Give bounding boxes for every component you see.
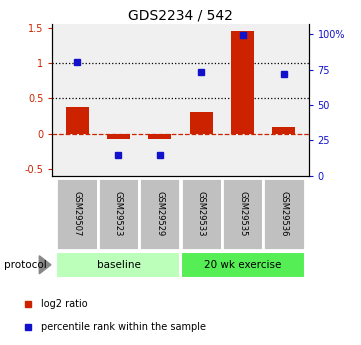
- Bar: [263, 178, 305, 250]
- Bar: [148, 134, 171, 139]
- Bar: [56, 178, 98, 250]
- Text: log2 ratio: log2 ratio: [41, 299, 88, 309]
- Text: GSM29536: GSM29536: [279, 191, 288, 237]
- Text: baseline: baseline: [96, 260, 140, 270]
- Text: GSM29533: GSM29533: [197, 191, 206, 237]
- Text: protocol: protocol: [4, 260, 46, 270]
- Bar: [56, 252, 180, 278]
- Bar: [98, 178, 139, 250]
- Bar: [139, 178, 180, 250]
- Bar: [273, 127, 295, 134]
- Bar: [190, 112, 213, 134]
- Polygon shape: [39, 256, 51, 274]
- Text: GSM29535: GSM29535: [238, 191, 247, 237]
- Text: 20 wk exercise: 20 wk exercise: [204, 260, 281, 270]
- Text: GSM29529: GSM29529: [155, 191, 164, 237]
- Bar: [180, 178, 222, 250]
- Bar: [231, 31, 254, 134]
- Title: GDS2234 / 542: GDS2234 / 542: [128, 9, 233, 23]
- Text: percentile rank within the sample: percentile rank within the sample: [41, 322, 206, 332]
- Bar: [66, 107, 88, 134]
- Bar: [180, 252, 305, 278]
- Text: GSM29523: GSM29523: [114, 191, 123, 237]
- Text: GSM29507: GSM29507: [73, 191, 82, 237]
- Bar: [222, 178, 263, 250]
- Bar: [107, 134, 130, 139]
